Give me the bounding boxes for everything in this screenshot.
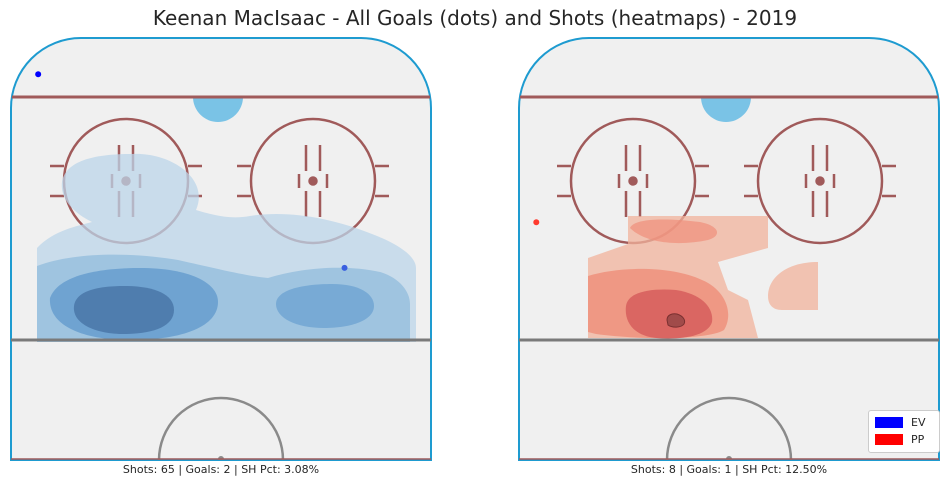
left-panel-caption: Shots: 65 | Goals: 2 | SH Pct: 3.08% (122, 463, 320, 476)
legend-label-ev: EV (911, 416, 926, 429)
goal-dot (35, 71, 42, 78)
shot-heatmap-ev (37, 153, 416, 342)
legend: EV PP (868, 410, 940, 453)
shot-heatmap-pp (588, 216, 818, 339)
legend-label-pp: PP (911, 433, 925, 446)
right-rink-panel (518, 37, 940, 461)
left-rink-panel (10, 37, 432, 461)
goal-crease (701, 97, 751, 122)
legend-swatch-ev (875, 417, 903, 428)
faceoff-circle-right (744, 117, 896, 245)
center-circle (157, 396, 285, 460)
goal-dot (341, 264, 348, 271)
legend-swatch-pp (875, 434, 903, 445)
goal-dot (533, 219, 540, 226)
chart-title: Keenan MacIsaac - All Goals (dots) and S… (152, 6, 798, 30)
goal-dots-left (35, 71, 348, 271)
goal-crease (193, 97, 243, 122)
goal-dots-right (533, 219, 540, 226)
center-circle (665, 396, 793, 460)
right-panel-caption: Shots: 8 | Goals: 1 | SH Pct: 12.50% (630, 463, 828, 476)
